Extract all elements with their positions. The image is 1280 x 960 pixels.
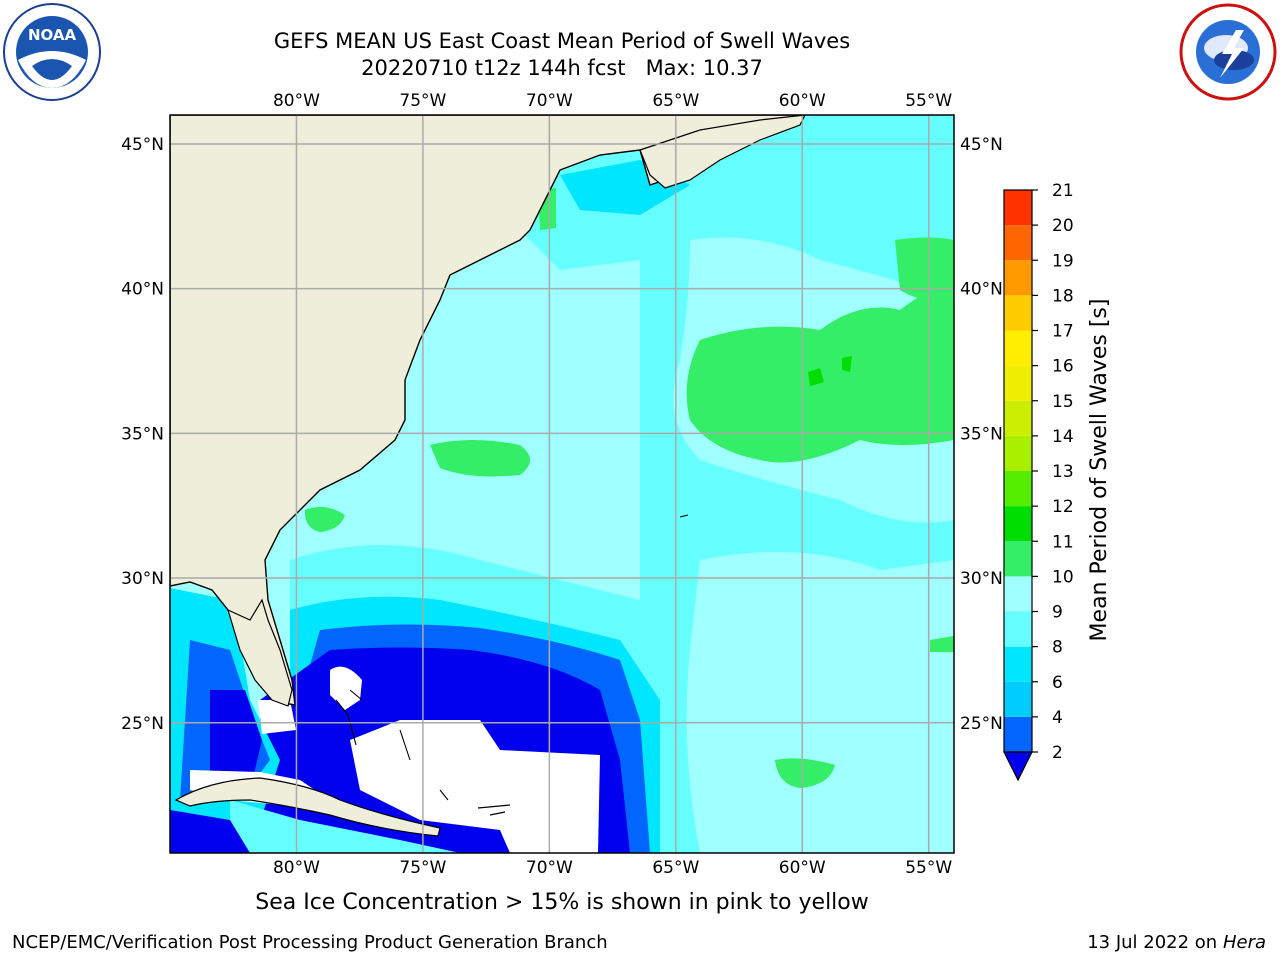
colorbar-segment [1004, 681, 1032, 717]
land-nova-scotia [639, 115, 806, 189]
masked-region-bahamas [330, 666, 362, 710]
nws-logo-icon [1179, 3, 1277, 101]
colorbar-tick-label: 10 [1052, 567, 1074, 587]
swell-zone-9-10s-east-edge [930, 636, 954, 652]
footer-date: 13 Jul 2022 on [1087, 932, 1223, 953]
lat-tick-label-right: 45°N [960, 135, 1003, 155]
colorbar-segment [1004, 330, 1032, 366]
colorbar-tick-label: 19 [1052, 251, 1074, 271]
colorbar-tick-label: 2 [1052, 743, 1063, 763]
lon-tick-label-top: 65°W [652, 91, 699, 111]
masked-region-turks-hispaniola [350, 720, 600, 853]
colorbar-segment [1004, 295, 1032, 331]
colorbar-segment [1004, 576, 1032, 612]
colorbar-tick-label: 8 [1052, 638, 1063, 658]
colorbar-segment [1004, 541, 1032, 577]
swell-zone-9-10s-south-carolina [304, 506, 345, 532]
footer-organization: NCEP/EMC/Verification Post Processing Pr… [12, 932, 608, 953]
swell-zone-10-11s-cores [808, 356, 852, 386]
colorbar-tick-label: 9 [1052, 603, 1063, 623]
colorbar-tick-label: 16 [1052, 357, 1074, 377]
land-florida [227, 598, 293, 707]
colorbar-segment [1004, 260, 1032, 296]
swell-zone-gulf-mexico-core [210, 690, 262, 790]
noaa-logo-icon: NOAA [3, 3, 101, 101]
land-hispaniola [477, 804, 511, 816]
longitude-labels-bottom: 80°W 75°W 70°W 65°W 60°W 55°W [273, 858, 952, 878]
lon-tick-label-top: 80°W [273, 91, 320, 111]
footer-date-host: 13 Jul 2022 on Hera [1087, 932, 1266, 953]
svg-text:NOAA: NOAA [28, 26, 77, 44]
swell-zone-caribbean-west [170, 810, 250, 853]
colorbar-segment [1004, 716, 1032, 752]
lon-tick-label-top: 60°W [779, 91, 826, 111]
colorbar-segment [1004, 646, 1032, 682]
swell-zone-caribbean [230, 800, 460, 853]
masked-region-florida-keys [258, 700, 296, 734]
lat-tick-label-left: 35°N [121, 424, 164, 444]
colorbar-label: Mean Period of Swell Waves [s] [1087, 299, 1112, 642]
colorbar-tick-label: 15 [1052, 392, 1074, 412]
latitude-labels-right: 45°N 40°N 35°N 30°N 25°N [960, 135, 1003, 734]
colorbar-segment [1004, 506, 1032, 542]
swell-zone-9-10s-southeast [775, 758, 835, 788]
colorbar-under-arrow [1003, 751, 1033, 782]
lon-tick-label-bottom: 80°W [273, 858, 320, 878]
colorbar-segment [1004, 435, 1032, 471]
land-cuba [174, 777, 441, 837]
lat-tick-label-left: 25°N [121, 714, 164, 734]
colorbar-tick-label: 4 [1052, 708, 1063, 728]
colorbar-segment [1004, 471, 1032, 507]
land-bahamas-outlines [335, 514, 689, 801]
lat-tick-label-right: 40°N [960, 280, 1003, 300]
colorbar-tick-label: 14 [1052, 427, 1074, 447]
sea-ice-note: Sea Ice Concentration > 15% is shown in … [255, 890, 869, 915]
swell-zone-9-10s-northeast [895, 237, 954, 302]
colorbar: 2 4 6 8 9 10 11 12 13 14 15 16 17 18 19 20 21 [1003, 181, 1074, 782]
lon-tick-label-bottom: 75°W [399, 858, 446, 878]
colorbar-segment [1004, 400, 1032, 436]
colorbar-segment [1004, 225, 1032, 261]
lon-tick-label-bottom: 65°W [652, 858, 699, 878]
lon-tick-label-bottom: 70°W [526, 858, 573, 878]
lat-tick-label-left: 45°N [121, 135, 164, 155]
lon-tick-label-top: 55°W [905, 91, 952, 111]
graticule [170, 115, 954, 853]
chart-subtitle-run: 20220710 t12z 144h fcst Max: 10.37 [361, 56, 763, 80]
lat-tick-label-right: 25°N [960, 714, 1003, 734]
colorbar-tick-label: 20 [1052, 216, 1074, 236]
colorbar-tick-label: 6 [1052, 673, 1063, 693]
lat-tick-label-right: 30°N [960, 569, 1003, 589]
lat-tick-label-left: 30°N [121, 569, 164, 589]
colorbar-segment [1004, 190, 1032, 226]
lon-tick-label-bottom: 60°W [779, 858, 826, 878]
colorbar-segment [1004, 365, 1032, 401]
swell-zone-9-10s-hatteras [430, 440, 530, 477]
footer-host: Hera [1222, 932, 1266, 953]
colorbar-tick-label: 17 [1052, 322, 1074, 342]
swell-zone-8-9s-east-south [686, 552, 954, 853]
lat-tick-label-left: 40°N [121, 280, 164, 300]
chart-title: GEFS MEAN US East Coast Mean Period of S… [273, 29, 851, 53]
lon-tick-label-top: 75°W [399, 91, 446, 111]
lat-tick-label-right: 35°N [960, 424, 1003, 444]
lon-tick-label-bottom: 55°W [905, 858, 952, 878]
lon-tick-label-top: 70°W [526, 91, 573, 111]
colorbar-tick-label: 13 [1052, 462, 1074, 482]
longitude-labels-top: 80°W 75°W 70°W 65°W 60°W 55°W [273, 91, 952, 111]
colorbar-tick-label: 18 [1052, 286, 1074, 306]
colorbar-tick-label: 12 [1052, 497, 1074, 517]
colorbar-segment [1004, 611, 1032, 647]
map-frame [169, 114, 955, 854]
colorbar-tick-label: 11 [1052, 532, 1074, 552]
latitude-labels-left: 45°N 40°N 35°N 30°N 25°N [121, 135, 164, 734]
colorbar-tick-label: 21 [1052, 181, 1074, 201]
